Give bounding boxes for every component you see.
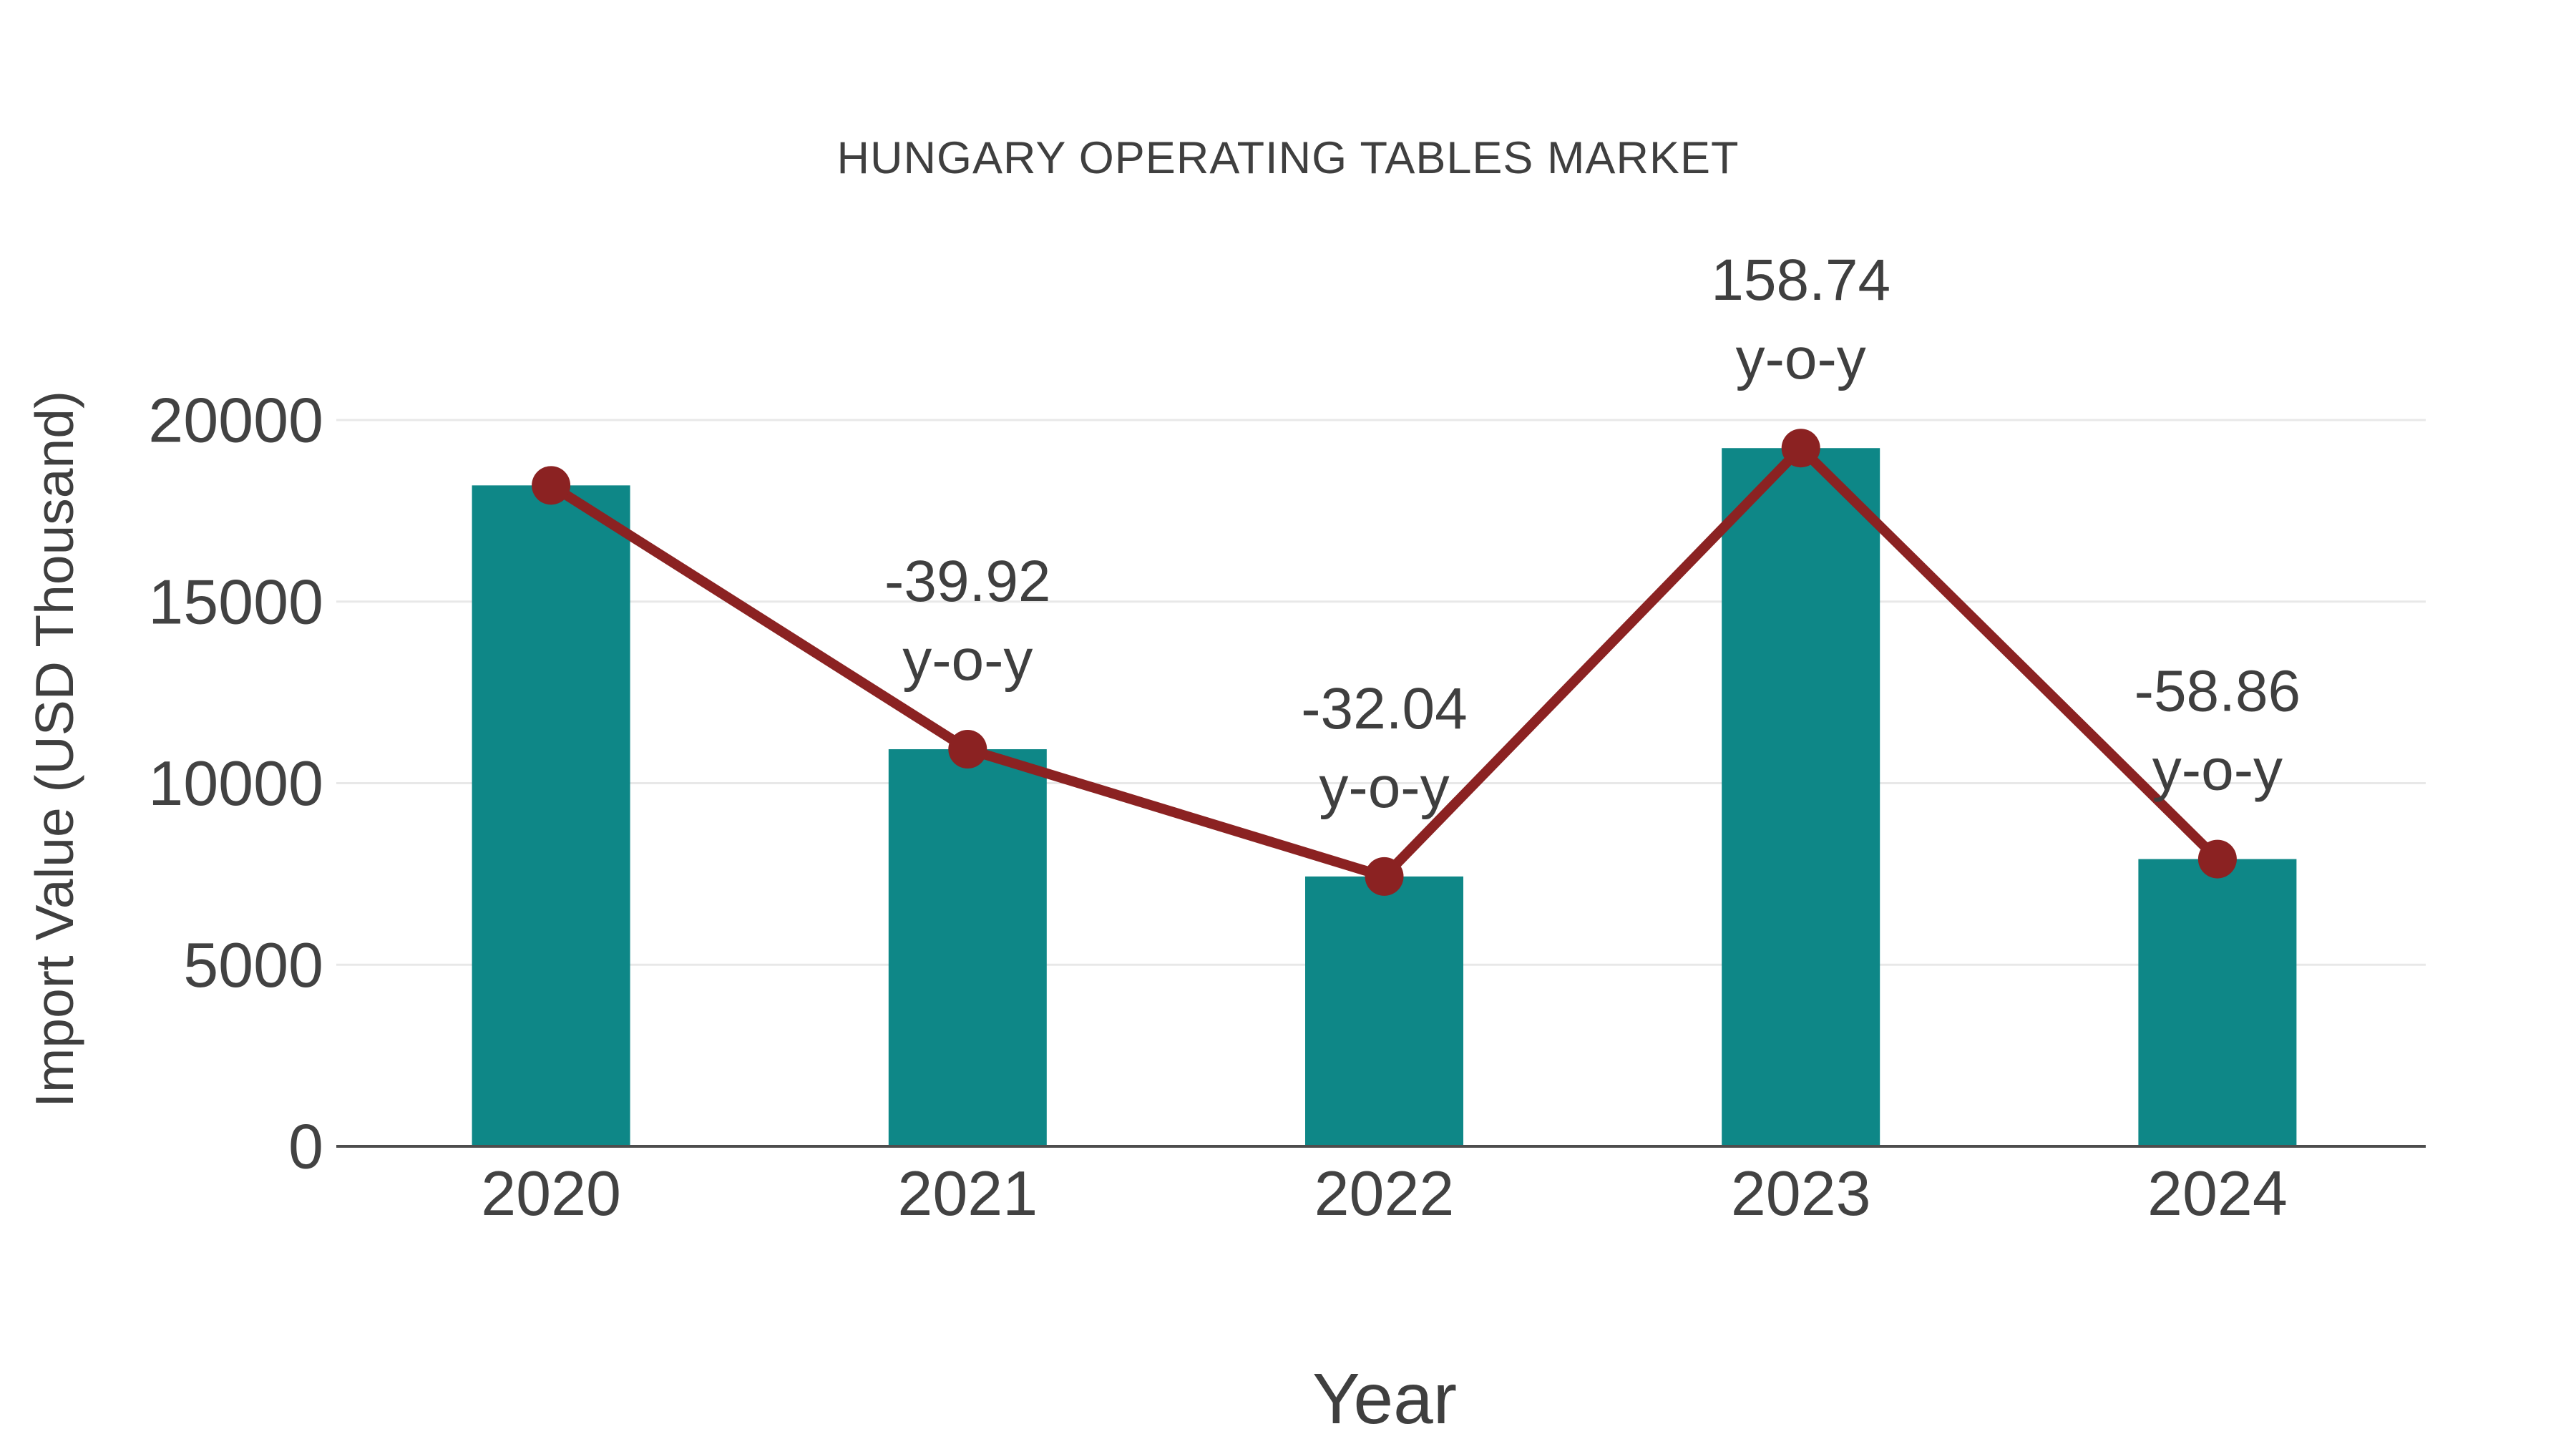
y-tick-label-5000: 5000	[183, 930, 323, 1000]
x-tick-label-2024: 2024	[2147, 1158, 2288, 1229]
plot-area: 0 5000 10000 15000 20000 2020 2021 2022 2023 2024…	[148, 248, 2426, 1229]
annotation-value-2024: -58.86	[2135, 659, 2301, 724]
annotation-suffix-2024: y-o-y	[2152, 738, 2283, 803]
x-tick-label-2023: 2023	[1731, 1158, 1871, 1229]
data-point-marker-2021	[948, 730, 987, 769]
annotation-suffix-2022: y-o-y	[1319, 755, 1449, 820]
bar-2022	[1305, 876, 1463, 1146]
annotation-suffix-2021: y-o-y	[902, 628, 1033, 693]
bar-2023	[1722, 448, 1880, 1146]
bar-2020	[472, 485, 630, 1146]
bar-2021	[888, 749, 1047, 1146]
y-tick-label-10000: 10000	[148, 748, 323, 819]
annotation-value-2022: -32.04	[1301, 676, 1468, 741]
x-tick-label-2021: 2021	[897, 1158, 1038, 1229]
annotation-value-2023: 158.74	[1711, 248, 1890, 313]
data-point-marker-2023	[1781, 429, 1820, 468]
annotation-suffix-2023: y-o-y	[1736, 326, 1866, 391]
data-point-marker-2024	[2197, 839, 2237, 879]
x-tick-label-2022: 2022	[1314, 1158, 1455, 1229]
y-axis-title: Import Value (USD Thousand)	[24, 391, 84, 1108]
y-tick-label-20000: 20000	[148, 385, 323, 456]
data-point-marker-2022	[1365, 857, 1404, 896]
bar-2024	[2138, 859, 2297, 1146]
chart-title: HUNGARY OPERATING TABLES MARKET	[837, 133, 1740, 183]
annotation-value-2021: -39.92	[884, 549, 1051, 614]
x-tick-label-2020: 2020	[481, 1158, 621, 1229]
x-axis-title: Year	[1312, 1359, 1457, 1439]
y-tick-label-15000: 15000	[148, 566, 323, 637]
data-point-marker-2020	[532, 466, 571, 505]
y-tick-label-0: 0	[288, 1111, 323, 1182]
